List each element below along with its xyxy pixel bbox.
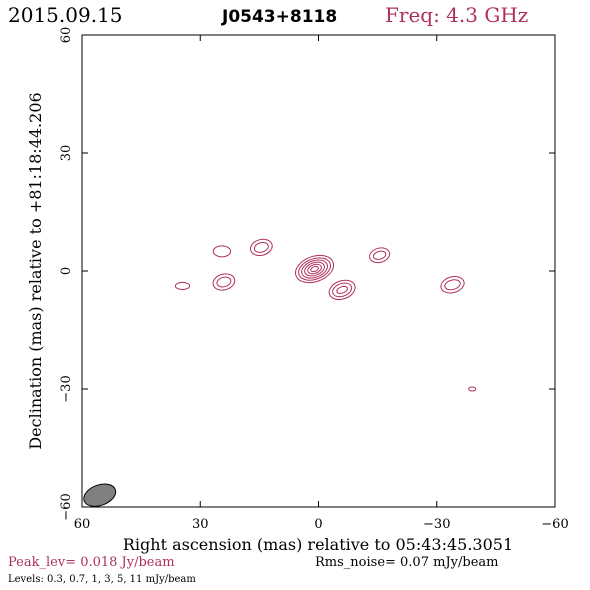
contour-level [212, 273, 236, 291]
plot-frame [81, 34, 556, 508]
observation-date: 2015.09.15 [8, 3, 123, 27]
contour-component [212, 245, 232, 258]
contour-level [298, 257, 332, 281]
x-tick-label: 0 [314, 517, 322, 532]
beam-shape [83, 483, 117, 507]
x-axis-label: Right ascension (mas) relative to 05:43:… [123, 535, 513, 554]
contour-level [440, 276, 465, 294]
y-tick-label: 0 [59, 267, 74, 275]
contour-level [307, 263, 322, 275]
contour-level [444, 279, 461, 291]
contour-level [295, 254, 335, 284]
y-tick-label: −60 [59, 493, 74, 520]
contour-level [253, 241, 269, 253]
x-tick-label: 60 [74, 517, 91, 532]
contour-component [369, 247, 391, 264]
contour-component [174, 281, 191, 290]
contour-level [369, 247, 391, 264]
beam-ellipse [83, 483, 117, 507]
contour-component [295, 254, 335, 284]
contour-component [468, 386, 477, 392]
contour-level [336, 285, 348, 294]
contour-level [212, 245, 232, 258]
contour-level [301, 259, 328, 279]
y-tick-label: −30 [59, 375, 74, 402]
contour-level [174, 281, 191, 290]
x-tick-label: −60 [541, 517, 568, 532]
rms-noise: Rms_noise= 0.07 mJy/beam [315, 555, 498, 570]
contour-component [249, 238, 273, 257]
y-tick-labels: −60 −30 0 30 60 [59, 27, 74, 521]
axis-ticks [81, 34, 556, 508]
peak-level: Peak_lev= 0.018 Jy/beam [8, 555, 175, 570]
contour-level [332, 282, 353, 298]
frequency-label: Freq: 4.3 GHz [385, 3, 528, 27]
contour-level [216, 276, 232, 288]
contour-component [328, 279, 356, 301]
x-tick-labels: 60 30 0 −30 −60 [74, 517, 569, 532]
contour-level [304, 261, 325, 277]
x-tick-label: 30 [192, 517, 209, 532]
contour-level [310, 265, 319, 273]
y-tick-label: 60 [59, 27, 74, 44]
contour-level [249, 238, 273, 257]
contour-level [468, 386, 477, 392]
contour-component [212, 273, 236, 291]
y-axis-label: Declination (mas) relative to +81:18:44.… [26, 92, 45, 449]
contour-components [174, 238, 477, 392]
contour-level [328, 279, 356, 301]
source-name: J0543+8118 [221, 7, 337, 27]
y-tick-label: 30 [59, 145, 74, 162]
contour-levels: Levels: 0.3, 0.7, 1, 3, 5, 11 mJy/beam [8, 574, 196, 585]
x-tick-label: −30 [423, 517, 450, 532]
contour-level [372, 250, 387, 260]
contour-component [440, 276, 465, 294]
